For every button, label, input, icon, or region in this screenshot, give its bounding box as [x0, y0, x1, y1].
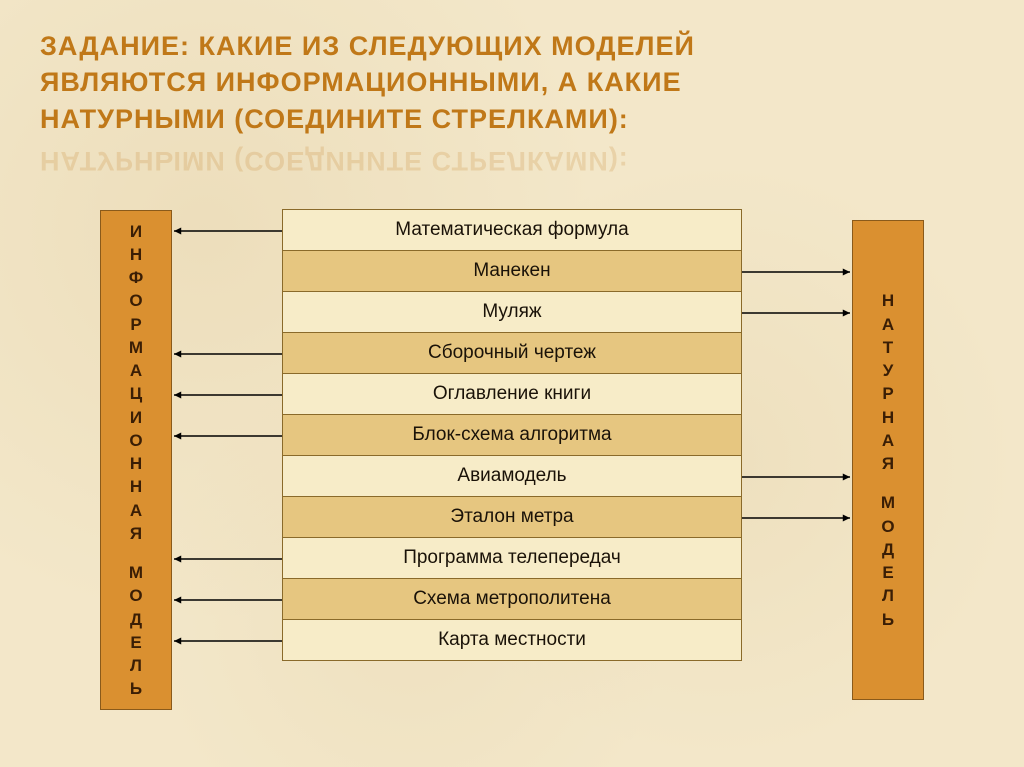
vertical-char: Т [883, 337, 893, 358]
list-item: Авиамодель [282, 455, 742, 497]
vertical-char: И [130, 407, 142, 428]
vertical-char: Л [882, 585, 894, 606]
vertical-char: А [130, 500, 142, 521]
vertical-char: И [130, 221, 142, 242]
title-text: ЗАДАНИЕ: КАКИЕ ИЗ СЛЕДУЮЩИХ МОДЕЛЕЙ ЯВЛЯ… [40, 28, 984, 137]
vertical-char: Р [882, 383, 893, 404]
list-item: Манекен [282, 250, 742, 292]
vertical-char: Д [130, 609, 142, 630]
vertical-char: Н [882, 290, 894, 311]
title-reflection: НАТУРНЫМИ (СОЕДИНИТЕ СТРЕЛКАМИ): [40, 139, 984, 179]
right-category-box: НАТУРНАЯМОДЕЛЬ [852, 220, 924, 700]
title-block: ЗАДАНИЕ: КАКИЕ ИЗ СЛЕДУЮЩИХ МОДЕЛЕЙ ЯВЛЯ… [40, 28, 984, 179]
list-item: Муляж [282, 291, 742, 333]
vertical-char: Ь [130, 678, 142, 699]
vertical-char: Е [130, 632, 141, 653]
vertical-char: Ц [130, 383, 142, 404]
list-item: Оглавление книги [282, 373, 742, 415]
vertical-char: Н [130, 453, 142, 474]
title-line-2: ЯВЛЯЮТСЯ ИНФОРМАЦИОННЫМИ, А КАКИЕ [40, 67, 682, 97]
list-item: Схема метрополитена [282, 578, 742, 620]
vertical-char: М [129, 337, 143, 358]
vertical-char: О [129, 290, 142, 311]
vertical-char: М [129, 562, 143, 583]
vertical-char: Л [130, 655, 142, 676]
vertical-char: А [130, 360, 142, 381]
vertical-char: О [881, 516, 894, 537]
vertical-char: Р [130, 314, 141, 335]
vertical-char: А [882, 314, 894, 335]
list-item: Программа телепередач [282, 537, 742, 579]
vertical-char: Н [882, 407, 894, 428]
vertical-char: О [129, 430, 142, 451]
title-line-1: ЗАДАНИЕ: КАКИЕ ИЗ СЛЕДУЮЩИХ МОДЕЛЕЙ [40, 31, 695, 61]
vertical-char: Н [130, 476, 142, 497]
vertical-char: Ь [882, 609, 894, 630]
list-item: Сборочный чертеж [282, 332, 742, 374]
left-category-box: ИНФОРМАЦИОННАЯМОДЕЛЬ [100, 210, 172, 710]
vertical-char: М [881, 492, 895, 513]
list-item: Карта местности [282, 619, 742, 661]
vertical-char: Д [882, 539, 894, 560]
items-list: Математическая формулаМанекенМуляжСбороч… [282, 210, 742, 661]
vertical-char: Ф [129, 267, 144, 288]
vertical-char: Я [882, 453, 894, 474]
title-line-3: НАТУРНЫМИ (СОЕДИНИТЕ СТРЕЛКАМИ): [40, 104, 629, 134]
list-item: Эталон метра [282, 496, 742, 538]
vertical-char: О [129, 585, 142, 606]
vertical-char: У [883, 360, 894, 381]
list-item: Блок-схема алгоритма [282, 414, 742, 456]
diagram-area: ИНФОРМАЦИОННАЯМОДЕЛЬ НАТУРНАЯМОДЕЛЬ Мате… [0, 210, 1024, 740]
vertical-char: Н [130, 244, 142, 265]
vertical-char: А [882, 430, 894, 451]
vertical-char: Е [882, 562, 893, 583]
vertical-char: Я [130, 523, 142, 544]
list-item: Математическая формула [282, 209, 742, 251]
